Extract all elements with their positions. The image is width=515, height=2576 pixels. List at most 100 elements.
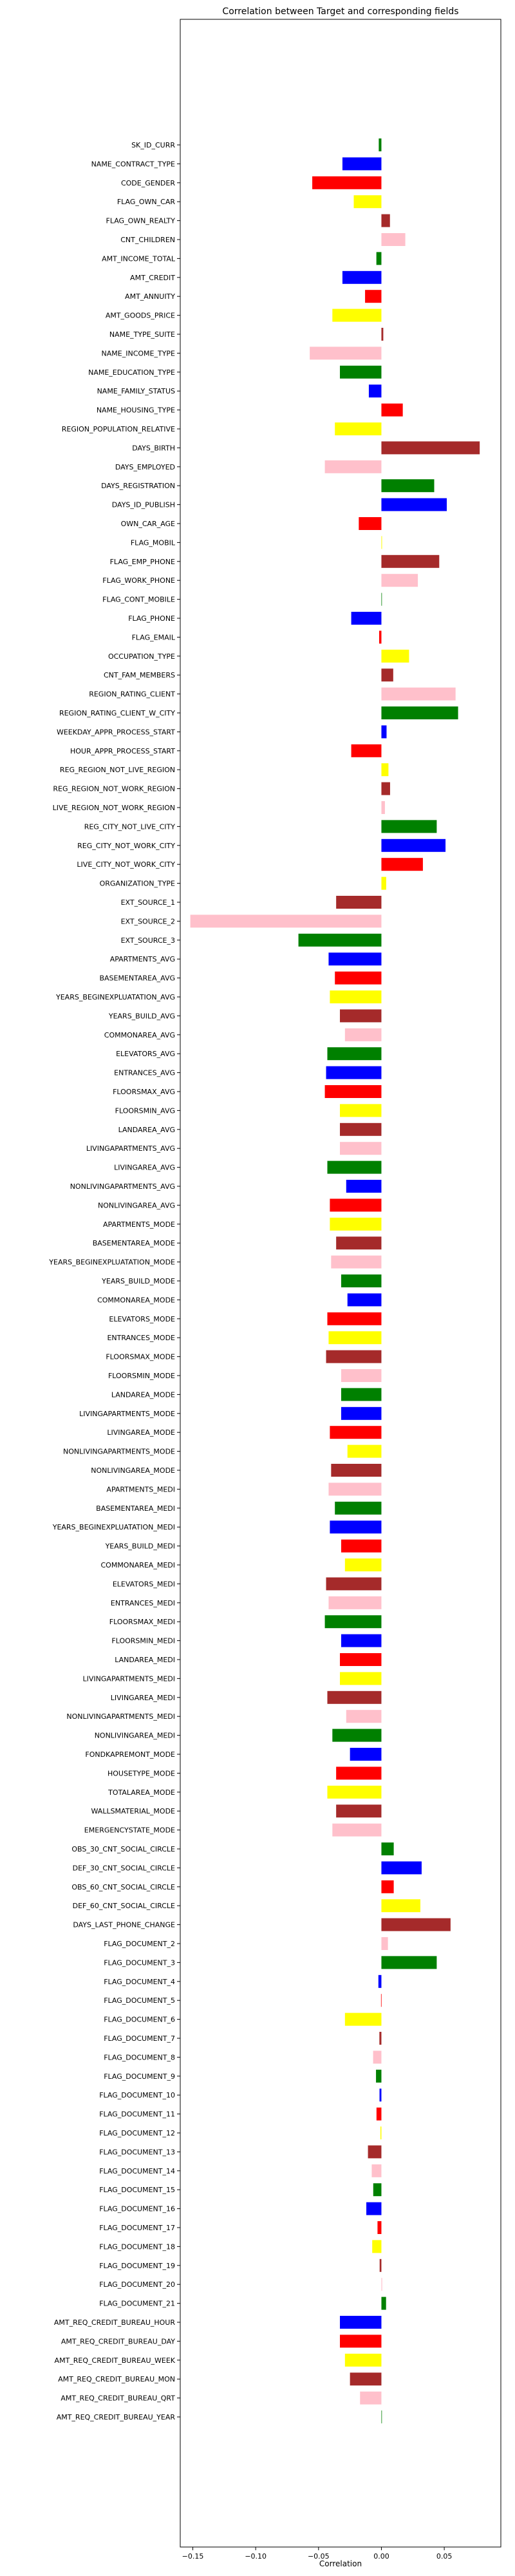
category-label: LANDAREA_MEDI [115,1656,175,1664]
category-label: LIVINGAPARTMENTS_MODE [79,1410,175,1418]
category-label: AMT_CREDIT [130,274,175,282]
bar [340,365,382,379]
bar [379,138,382,151]
bar [340,1104,382,1117]
category-label: EMERGENCYSTATE_MODE [84,1826,175,1835]
category-label: NAME_INCOME_TYPE [102,349,176,357]
category-label: YEARS_BUILD_MEDI [105,1542,175,1551]
category-label: FLAG_MOBIL [131,538,176,547]
category-label: FLAG_DOCUMENT_5 [104,1996,175,2005]
bar [341,1388,382,1401]
bar [330,1217,382,1231]
category-label: REGION_RATING_CLIENT [89,690,175,699]
bar [344,1558,382,1571]
category-label: FLAG_DOCUMENT_4 [104,1978,175,1986]
category-label: LIVINGAREA_AVG [114,1164,175,1172]
category-label: APARTMENTS_MEDI [106,1485,175,1493]
category-label: CNT_CHILDREN [120,236,175,244]
bar [331,1255,382,1269]
bar [368,2145,382,2159]
bar [341,1274,382,1287]
category-label: YEARS_BUILD_AVG [108,1012,175,1020]
bar [340,1142,382,1155]
bar [381,2410,382,2423]
category-label: FLAG_DOCUMENT_14 [99,2167,175,2175]
bar [342,157,382,171]
category-label: FLOORSMAX_AVG [113,1088,175,1096]
category-label: FLAG_DOCUMENT_17 [99,2224,175,2232]
category-label: NAME_CONTRACT_TYPE [91,160,175,168]
plot-frame [180,19,501,2548]
x-axis-label: Correlation [319,2559,362,2568]
category-label: FLAG_DOCUMENT_10 [99,2091,175,2099]
bar [350,1748,382,1761]
category-label: FLAG_DOCUMENT_20 [99,2280,175,2289]
bar [340,2334,382,2348]
bar [324,1615,382,1629]
bar [381,1842,394,1855]
bar [326,1577,382,1591]
bar [353,195,382,209]
category-label: FLAG_DOCUMENT_21 [99,2300,175,2308]
bar [381,782,390,795]
category-label: REG_REGION_NOT_WORK_REGION [53,785,175,793]
x-tick-label: −0.15 [182,2552,204,2561]
category-label: FLAG_WORK_PHONE [102,576,175,585]
category-label: REG_CITY_NOT_LIVE_CITY [84,822,176,831]
bar [359,517,382,530]
x-tick-label: −0.10 [245,2552,267,2561]
bar [381,763,389,777]
category-label: WALLSMATERIAL_MODE [91,1807,176,1815]
category-label: FLAG_EMP_PHONE [110,558,175,566]
bar [327,1312,382,1325]
category-label: DEF_60_CNT_SOCIAL_CIRCLE [73,1902,175,1910]
bar [330,1198,382,1212]
category-label: FLAG_DOCUMENT_6 [104,2016,175,2024]
bar [326,1350,382,1363]
category-label: AMT_REQ_CREDIT_BUREAU_HOUR [54,2318,175,2327]
category-label: ORGANIZATION_TYPE [100,880,175,888]
category-label: YEARS_BEGINEXPLUATATION_AVG [55,993,175,1001]
bar [377,2221,382,2234]
category-label: CNT_FAM_MEMBERS [104,671,175,679]
bar [366,2202,382,2215]
category-label: FLAG_DOCUMENT_12 [99,2129,175,2137]
category-label: OCCUPATION_TYPE [108,652,175,661]
category-label: FLOORSMAX_MODE [106,1353,175,1361]
category-label: SK_ID_CURR [131,141,175,149]
category-label: NONLIVINGAREA_AVG [98,1201,175,1209]
bar [381,801,385,814]
category-label: EXT_SOURCE_2 [121,917,175,925]
chart-title: Correlation between Target and correspon… [222,6,458,17]
bar [324,460,382,473]
bar [330,1426,382,1439]
bar [381,1918,451,1931]
category-label: NAME_EDUCATION_TYPE [88,368,175,377]
category-label: FLOORSMIN_MODE [108,1372,175,1380]
category-label: FLAG_DOCUMENT_2 [104,1940,175,1948]
category-label: LIVE_REGION_NOT_WORK_REGION [53,804,175,812]
category-label: FONDKAPREMONT_MODE [85,1750,175,1759]
bar [376,2107,382,2121]
category-label: WEEKDAY_APPR_PROCESS_START [57,728,175,736]
category-label: DAYS_ID_PUBLISH [112,501,175,509]
bar [341,1634,382,1647]
category-label: FLAG_DOCUMENT_3 [104,1958,175,1967]
category-label: DAYS_REGISTRATION [101,482,175,490]
category-label: EXT_SOURCE_3 [121,936,175,945]
bar [378,1975,382,1988]
bar [373,2183,382,2197]
bar [381,328,384,341]
bar [373,2050,382,2064]
bar [341,1406,382,1420]
category-labels: SK_ID_CURR NAME_CONTRACT_TYPE CODE_GENDER F… [48,141,180,2421]
bar [344,2353,382,2367]
bar [381,1861,422,1875]
bar [381,668,393,682]
bar [381,536,382,549]
category-label: AMT_REQ_CREDIT_BUREAU_QRT [61,2394,175,2403]
bar [327,1160,382,1174]
bar [328,1331,382,1345]
x-tick-label: −0.05 [308,2552,330,2561]
